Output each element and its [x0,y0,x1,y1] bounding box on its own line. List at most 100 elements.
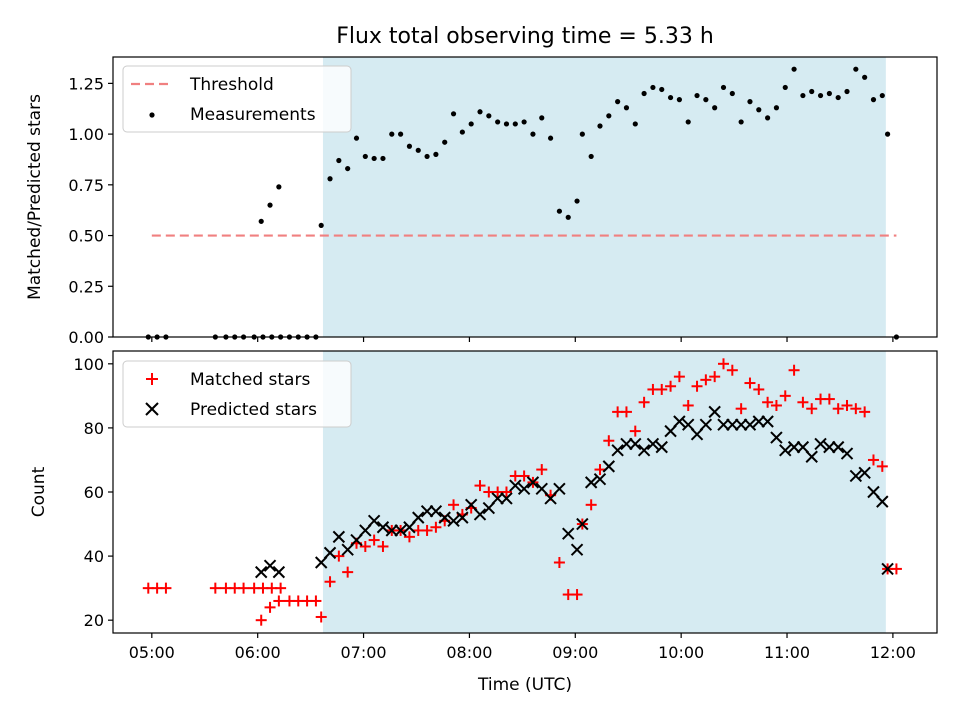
predicted-star-point [482,501,496,515]
predicted-star-point [761,415,774,428]
predicted-star-point [708,405,721,419]
ratio-plot-frame [112,56,938,338]
measurement-point [650,84,656,91]
predicted-star-point [456,511,469,524]
predicted-star-point [584,476,598,489]
count-y-axis-label: Count [29,466,49,517]
matched-star-point [753,383,765,395]
predicted-star-point [699,418,713,431]
predicted-star-point [593,472,607,486]
measurement-point [345,165,351,172]
predicted-star-point [637,444,651,457]
predicted-star-point [464,498,478,512]
measurement-point [844,88,850,95]
observing-window-span [322,351,886,633]
measurement-point [459,129,465,135]
measurement-point [712,105,718,111]
matched-star-point [359,540,371,552]
measurement-point [424,153,430,160]
measurement-point [588,153,594,160]
predicted-star-point [823,440,836,454]
measurement-point [659,86,665,93]
matched-star-point [700,374,712,386]
matched-star-point [735,403,747,415]
predicted-star-point [350,533,363,547]
predicted-star-point [655,440,668,454]
predicted-star-point [376,521,390,534]
matched-star-point [160,582,172,594]
measurement-point [729,90,735,97]
predicted-star-point [849,469,863,483]
y-tick-label: 0.50 [68,227,104,246]
matched-star-point [594,464,606,476]
measurement-point [318,222,324,229]
measurement-point [547,135,554,141]
predicted-star-point [517,482,531,496]
x-tick-label: 07:00 [340,643,386,662]
matched-star-point [673,371,685,383]
predicted-star-point [682,418,695,431]
predicted-star-point [620,437,633,451]
measurement-point [756,107,762,113]
legend-measurement-swatch [149,112,155,118]
measurement-point [477,109,483,115]
matched-star-point [536,464,548,476]
measurement-point [884,131,891,137]
measurement-point [817,92,824,99]
matched-star-point [629,425,641,437]
matched-star-point [421,524,433,536]
predicted-star-point [544,492,557,505]
predicted-star-point [500,492,513,505]
y-tick-label: 0.75 [68,176,104,195]
predicted-star-point [535,482,548,496]
matched-star-point [850,403,862,415]
matched-star-point [890,563,902,575]
y-tick-label: 80 [84,419,104,438]
measurement-point [389,131,395,137]
measurement-point [809,88,815,95]
x-tick-label: 12:00 [870,643,916,662]
predicted-star-point [509,479,522,492]
predicted-star-point [272,565,286,579]
matched-star-point [832,403,844,415]
predicted-star-point [562,527,575,540]
x-tick-label: 11:00 [764,643,810,662]
matched-star-point [324,576,336,588]
predicted-star-point [314,556,328,569]
predicted-star-point [646,437,660,451]
y-tick-label: 0.00 [68,328,104,347]
measurement-point [276,184,282,190]
matched-star-point [571,589,583,601]
predicted-star-point [752,415,765,428]
measurement-point [371,155,377,162]
predicted-star-point [814,437,827,451]
measurement-point [267,202,273,208]
measurement-point [870,97,877,103]
matched-star-point [744,377,756,389]
measurement-point [667,94,674,101]
predicted-star-point [576,517,589,531]
measurement-point [539,115,545,121]
measurement-point [747,99,753,105]
count-y-ticks: 20 40 60 80 100 [73,355,113,630]
matched-star-point [377,540,389,552]
y-tick-label: 1.25 [68,74,104,93]
matched-star-point [315,611,327,623]
ratio-y-axis-label: Matched/Predicted stars [25,94,45,300]
y-tick-label: 20 [84,611,104,630]
matched-star-point [665,380,677,392]
count-legend: Matched stars Predicted stars [122,360,352,428]
measurement-point [765,115,771,121]
y-tick-label: 1.00 [68,125,104,144]
matched-star-point [682,399,694,411]
measurement-point [433,151,439,157]
legend-measurements-label: Measurements [190,105,316,125]
matched-star-point [823,393,835,405]
matched-star-point [797,396,809,408]
matched-star-point [620,406,632,418]
predicted-star-point [420,505,434,518]
matched-star-point [876,460,888,472]
matched-star-point [770,399,782,411]
predicted-star-point [770,431,783,444]
